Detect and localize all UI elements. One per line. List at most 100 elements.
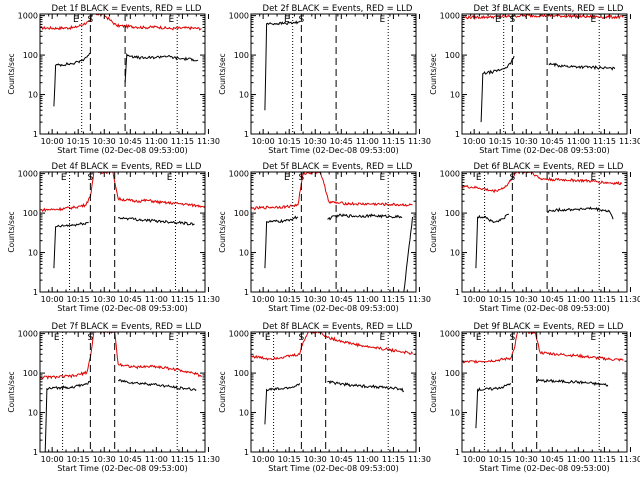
lld-rate-line — [40, 332, 202, 380]
x-tick-label: 10:00 — [41, 295, 64, 304]
y-tick-label: 1000 — [18, 330, 38, 339]
marker-label: S — [299, 173, 305, 183]
panel-title: Det 1f BLACK = Events, RED = LLD — [52, 4, 202, 14]
marker-label: E — [167, 173, 173, 183]
x-tick-label: 11:00 — [567, 455, 590, 464]
y-axis-label: Counts/sec — [7, 53, 16, 94]
marker-label: E — [476, 333, 482, 343]
lld-rate-line — [251, 172, 413, 211]
events-rate-line — [403, 216, 413, 292]
events-rate-line — [475, 213, 510, 269]
y-tick-label: 1 — [244, 448, 249, 457]
x-tick-label: 11:15 — [171, 295, 194, 304]
y-tick-label: 100 — [234, 51, 249, 60]
events-rate-line — [480, 55, 515, 123]
x-axis-label: Start Time (02-Dec-08 09:53:00) — [268, 304, 399, 313]
panel-title: Det 6f BLACK = Events, RED = LLD — [474, 162, 624, 172]
x-tick-label: 11:15 — [171, 455, 194, 464]
y-axis-label: Counts/sec — [7, 371, 16, 412]
lld-rate-line — [251, 0, 413, 3]
marker-label: E — [284, 173, 290, 183]
y-axis-label: Counts/sec — [218, 53, 227, 94]
plot-frame — [461, 171, 628, 293]
y-tick-label: 100 — [445, 51, 460, 60]
marker-label: E — [61, 173, 67, 183]
panel-title: Det 5f BLACK = Events, RED = LLD — [263, 162, 413, 172]
marker-label: S — [88, 173, 94, 183]
events-rate-line — [44, 380, 91, 452]
marker-label: S — [510, 15, 516, 25]
plot-frame — [250, 13, 417, 135]
panel-title: Det 2f BLACK = Events, RED = LLD — [263, 4, 413, 14]
x-tick-label: 11:00 — [567, 295, 590, 304]
y-tick-label: 100 — [23, 209, 38, 218]
x-tick-label: 10:45 — [119, 295, 142, 304]
x-tick-label: 11:00 — [356, 295, 379, 304]
lld-rate-line — [462, 332, 624, 364]
x-tick-label: 10:45 — [330, 137, 353, 146]
x-tick-label: 10:30 — [515, 137, 538, 146]
panel-title: Det 7f BLACK = Events, RED = LLD — [52, 322, 202, 332]
y-tick-label: 100 — [23, 51, 38, 60]
marker-label: S — [510, 173, 516, 183]
events-rate-line — [53, 221, 89, 269]
x-tick-label: 11:30 — [408, 455, 431, 464]
events-rate-line — [264, 215, 299, 269]
plot-frame — [39, 171, 206, 293]
x-tick-label: 10:15 — [67, 455, 90, 464]
plot-frame — [39, 331, 206, 453]
x-axis-label: Start Time (02-Dec-08 09:53:00) — [479, 146, 610, 155]
marker-label: E — [476, 173, 482, 183]
y-tick-label: 10 — [28, 91, 38, 100]
y-axis-label: Counts/sec — [429, 53, 438, 94]
y-axis-label: Counts/sec — [429, 211, 438, 252]
x-tick-label: 10:15 — [489, 137, 512, 146]
y-tick-label: 10 — [450, 91, 460, 100]
panel-title: Det 9f BLACK = Events, RED = LLD — [474, 322, 624, 332]
y-axis-label: Counts/sec — [218, 371, 227, 412]
x-tick-label: 11:00 — [145, 295, 168, 304]
marker-label: E — [169, 333, 175, 343]
marker-label: E — [265, 333, 271, 343]
y-tick-label: 1 — [244, 288, 249, 297]
x-tick-label: 10:45 — [330, 295, 353, 304]
lld-rate-line — [40, 14, 202, 31]
marker-label: S — [299, 333, 305, 343]
marker-label: S — [88, 15, 94, 25]
x-tick-label: 11:30 — [197, 455, 220, 464]
events-rate-line — [327, 380, 405, 393]
plot-frame — [461, 13, 628, 135]
x-tick-label: 10:00 — [252, 455, 275, 464]
y-tick-label: 1000 — [18, 170, 38, 179]
x-tick-label: 11:30 — [408, 295, 431, 304]
x-axis-label: Start Time (02-Dec-08 09:53:00) — [268, 464, 399, 473]
marker-label: E — [591, 333, 597, 343]
panel-title: Det 3f BLACK = Events, RED = LLD — [474, 4, 624, 14]
events-rate-line — [546, 206, 614, 220]
x-tick-label: 11:15 — [382, 137, 405, 146]
marker-label: E — [380, 15, 386, 25]
y-tick-label: 1 — [244, 130, 249, 139]
x-tick-label: 10:00 — [41, 137, 64, 146]
x-tick-label: 11:30 — [619, 295, 640, 304]
x-tick-label: 10:45 — [541, 455, 564, 464]
marker-label: E — [54, 333, 60, 343]
x-tick-label: 10:15 — [67, 137, 90, 146]
x-tick-label: 11:15 — [593, 137, 616, 146]
x-tick-label: 11:00 — [356, 137, 379, 146]
x-tick-label: 11:15 — [382, 295, 405, 304]
y-tick-label: 100 — [445, 369, 460, 378]
x-tick-label: 11:00 — [356, 455, 379, 464]
y-tick-label: 1000 — [440, 170, 460, 179]
y-tick-label: 1000 — [440, 330, 460, 339]
x-tick-label: 10:30 — [93, 455, 116, 464]
y-tick-label: 1 — [455, 448, 460, 457]
x-tick-label: 11:00 — [567, 137, 590, 146]
x-axis-label: Start Time (02-Dec-08 09:53:00) — [57, 304, 188, 313]
x-tick-label: 10:15 — [278, 137, 301, 146]
